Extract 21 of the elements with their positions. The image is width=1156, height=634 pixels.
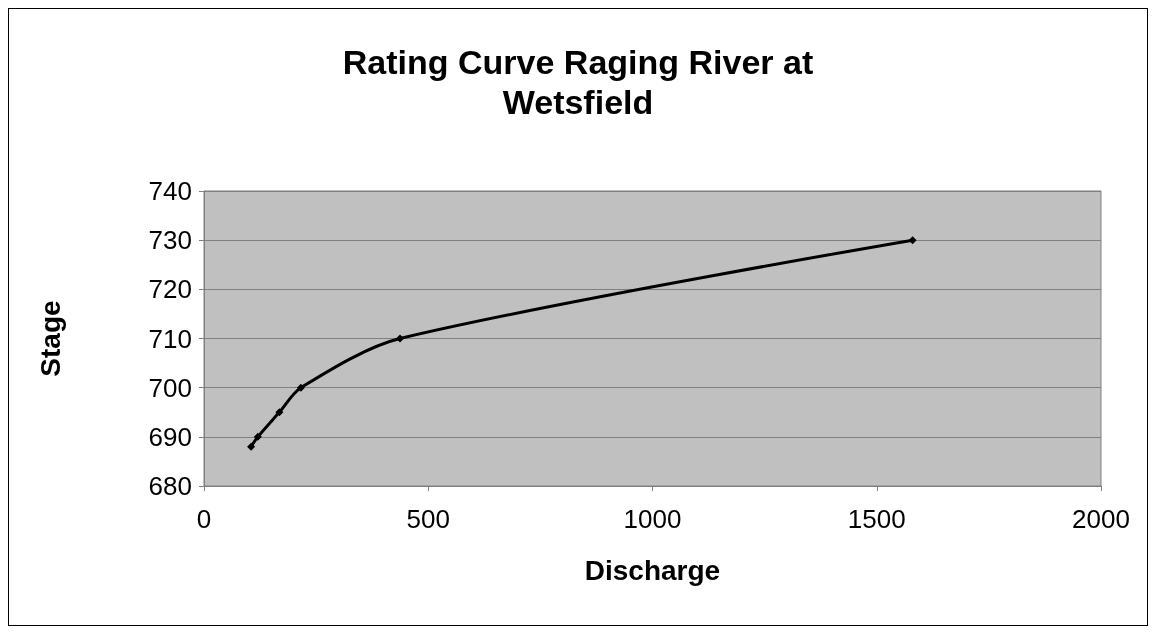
chart-title: Rating Curve Raging River at Wetsfield	[342, 43, 814, 121]
x-axis-title: Discharge	[584, 554, 721, 586]
y-tick-label: 730	[148, 225, 192, 256]
y-axis-title: Stage	[34, 300, 66, 377]
x-tick-label: 1500	[847, 504, 906, 534]
point	[395, 334, 404, 343]
y-tick-label: 710	[148, 323, 192, 354]
y-tick-label: 740	[148, 176, 192, 206]
point	[275, 408, 284, 417]
point	[908, 236, 917, 245]
x-tick-label: 2000	[1072, 504, 1130, 534]
x-tick-label: 1000	[623, 504, 682, 534]
point	[253, 432, 262, 441]
point	[296, 383, 305, 392]
y-tick-label: 680	[148, 471, 192, 501]
x-tick-label: 500	[406, 504, 450, 534]
point	[247, 442, 256, 451]
y-tick-label: 720	[148, 274, 192, 305]
y-tick-label: 700	[148, 372, 192, 403]
x-tick-label: 0	[196, 504, 212, 534]
y-tick-label: 690	[148, 421, 192, 452]
